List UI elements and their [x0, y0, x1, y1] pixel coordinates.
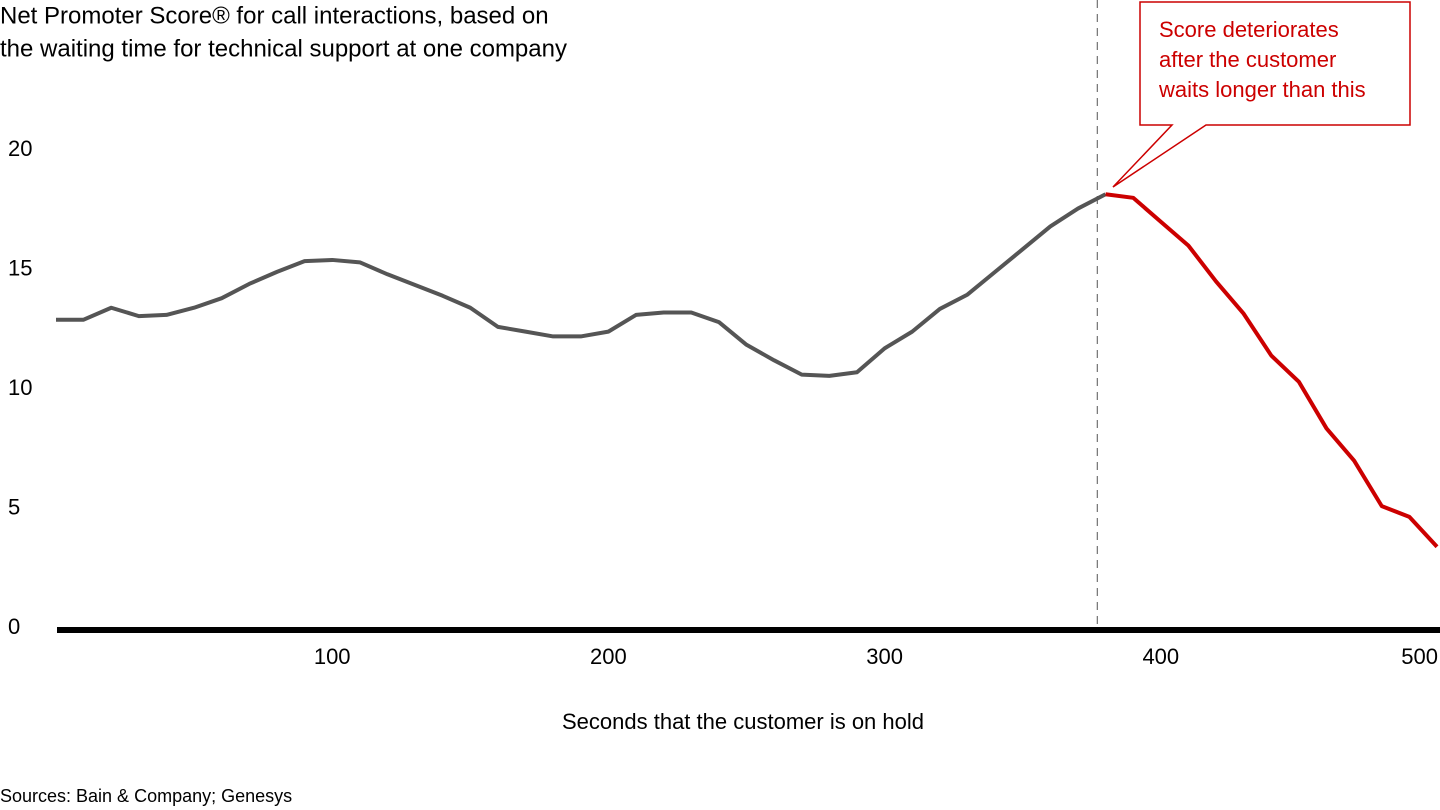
- annotation-text: waits longer than this: [1158, 77, 1366, 102]
- x-tick-label: 100: [314, 644, 351, 669]
- series-line: [56, 192, 1107, 378]
- x-axis-label: Seconds that the customer is on hold: [562, 709, 924, 734]
- chart-title: Net Promoter Score® for call interaction…: [0, 2, 549, 29]
- y-tick-label: 0: [8, 614, 20, 639]
- annotation-text: after the customer: [1159, 47, 1336, 72]
- y-tick-label: 20: [8, 136, 32, 161]
- y-tick-label: 15: [8, 255, 32, 280]
- annotation-text: Score deteriorates: [1159, 17, 1339, 42]
- y-tick-label: 10: [8, 375, 32, 400]
- series-line: [1105, 192, 1439, 549]
- callout-box: [1112, 1, 1411, 188]
- x-tick-label: 400: [1142, 644, 1179, 669]
- x-tick-label: 200: [590, 644, 627, 669]
- x-tick-label: 300: [866, 644, 903, 669]
- chart-title: the waiting time for technical support a…: [0, 35, 567, 62]
- source: Sources: Bain & Company; Genesys: [0, 786, 292, 806]
- y-tick-label: 5: [8, 494, 20, 519]
- x-tick-label: 500: [1401, 644, 1438, 669]
